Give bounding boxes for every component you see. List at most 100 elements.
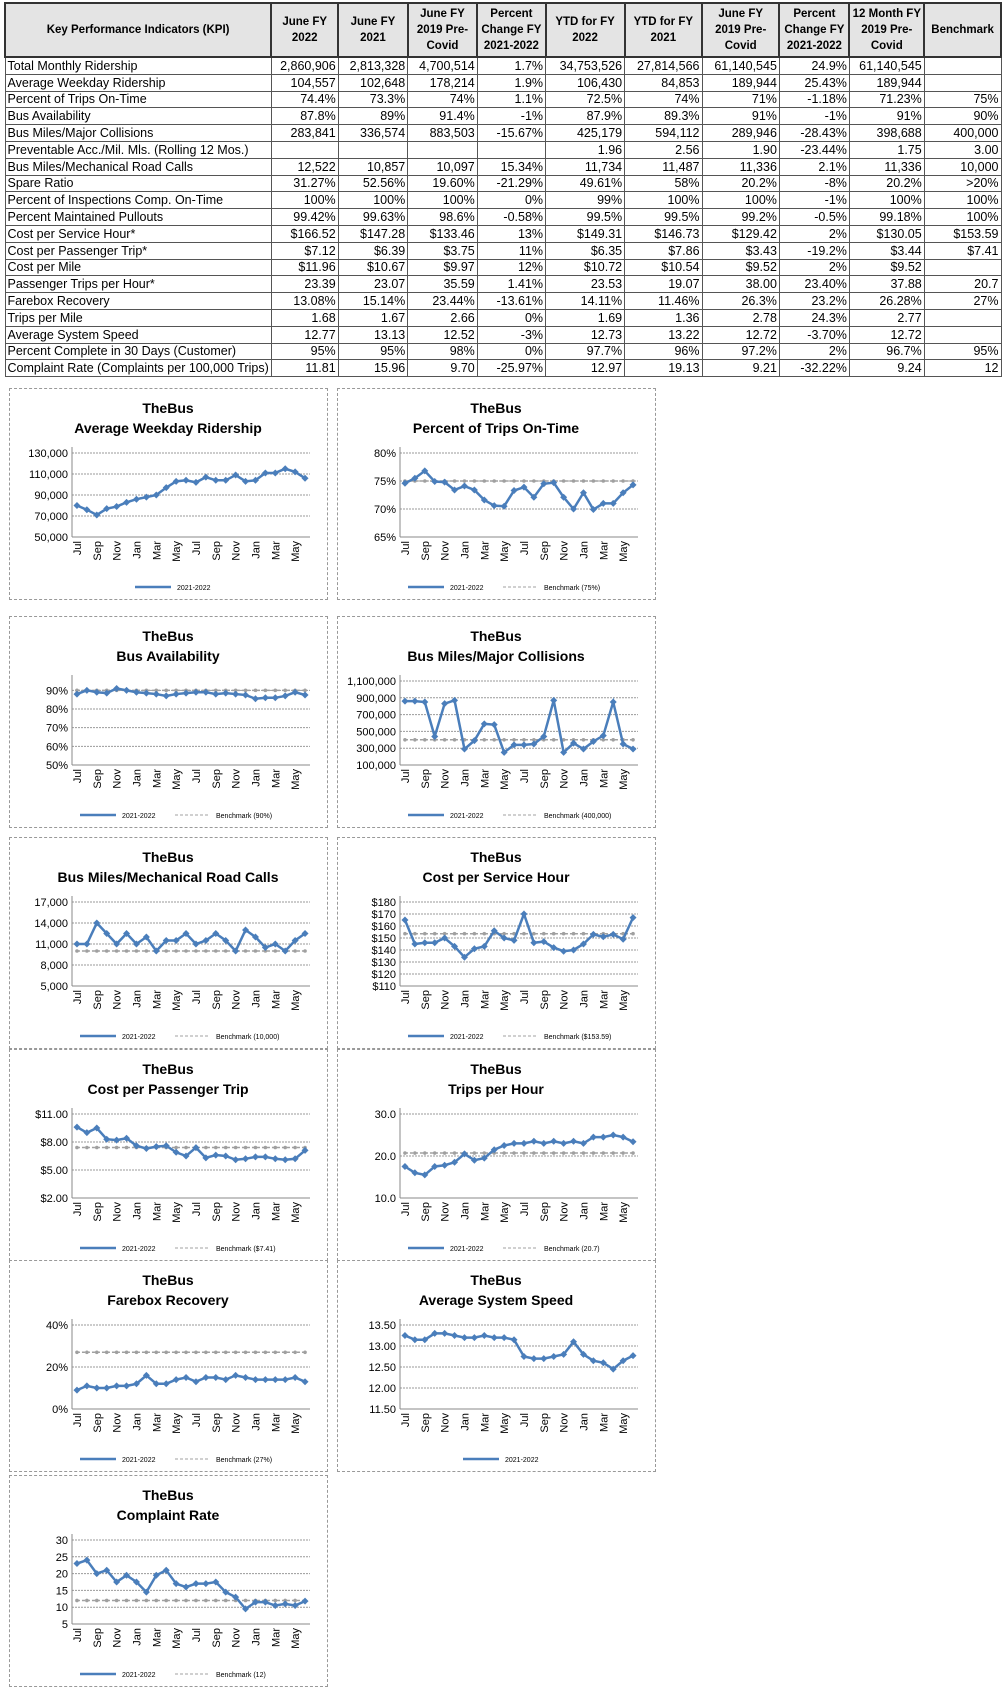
benchmark-marker — [541, 1151, 546, 1155]
data-point — [251, 1153, 259, 1161]
kpi-value: 72.5% — [545, 90, 626, 109]
data-point — [192, 1144, 200, 1152]
kpi-value: 15.14% — [337, 292, 409, 310]
y-tick-label: $120 — [372, 969, 396, 981]
x-tick-label: Jan — [131, 541, 143, 559]
kpi-value: 20.2% — [848, 174, 925, 193]
chart-cost-per-passenger-trip: TheBus Cost per Passenger Trip $2.00 $5.00 $… — [9, 1049, 328, 1261]
data-point — [560, 493, 568, 501]
chart-subtitle: Bus Miles/Major Collisions — [407, 648, 585, 664]
kpi-value: 97.7% — [545, 342, 626, 361]
x-tick-label: Mar — [598, 769, 610, 788]
table-row: Spare Ratio 31.27% 52.56% 19.60% -21.29% 49.6… — [4, 174, 1002, 193]
column-header: June FY 2019 Pre-Covid — [406, 2, 479, 58]
data-point — [480, 1154, 488, 1162]
chart-subtitle: Bus Availability — [116, 648, 219, 664]
benchmark-marker — [303, 1350, 307, 1355]
chart-title: TheBus — [142, 400, 194, 416]
kpi-value: 1.41% — [476, 275, 547, 294]
benchmark-marker — [403, 738, 407, 742]
kpi-name: Percent of Inspections Comp. On-Time — [4, 191, 272, 210]
benchmark-marker — [512, 738, 516, 742]
benchmark-marker — [114, 949, 119, 953]
chart-title: TheBus — [470, 628, 522, 644]
data-point — [460, 1334, 468, 1342]
benchmark-marker — [233, 1145, 238, 1150]
x-tick-label: Jul — [400, 990, 412, 1004]
data-point — [570, 946, 578, 954]
data-point — [113, 684, 121, 692]
kpi-value: 20.7 — [923, 275, 1002, 294]
x-tick-label: May — [290, 1202, 302, 1223]
x-tick-label: Jul — [400, 769, 412, 783]
y-tick-label: 500,000 — [356, 726, 396, 738]
kpi-value: $3.43 — [701, 241, 780, 260]
y-tick-label: 65% — [374, 532, 396, 544]
benchmark-marker — [114, 1350, 119, 1355]
kpi-name: Cost per Service Hour* — [4, 224, 272, 243]
data-point — [560, 1350, 568, 1358]
data-point — [83, 1382, 91, 1390]
data-point — [609, 1131, 617, 1139]
kpi-name: Bus Miles/Mechanical Road Calls — [4, 157, 272, 176]
kpi-value: $10.54 — [624, 258, 703, 277]
data-point — [510, 487, 518, 495]
legend-benchmark-label: Benchmark (90%) — [216, 813, 272, 820]
data-point — [431, 732, 439, 740]
x-tick-label: Jul — [72, 769, 84, 783]
y-tick-label: 25 — [56, 1552, 68, 1564]
legend-series-label: 2021-2022 — [122, 1672, 156, 1679]
benchmark-marker — [273, 1350, 278, 1355]
kpi-value: 189,944 — [701, 73, 780, 92]
x-tick-label: Mar — [270, 541, 282, 560]
x-tick-label: May — [171, 769, 183, 790]
x-tick-label: Mar — [598, 1413, 610, 1432]
kpi-name: Trips per Mile — [4, 308, 272, 327]
data-point — [93, 688, 101, 696]
data-point — [242, 477, 250, 485]
benchmark-marker — [184, 1350, 188, 1355]
kpi-value: -0.58% — [476, 208, 547, 226]
data-point — [261, 469, 269, 477]
benchmark-marker — [194, 1350, 198, 1355]
benchmark-marker — [561, 738, 566, 742]
y-tick-label: 30 — [56, 1535, 68, 1547]
legend-series-label: 2021-2022 — [450, 1246, 484, 1253]
benchmark-marker — [482, 931, 487, 936]
benchmark-marker — [442, 1151, 447, 1155]
benchmark-marker — [422, 931, 427, 936]
data-point — [103, 930, 111, 937]
x-tick-label: Sep — [211, 1413, 223, 1433]
data-point — [619, 740, 627, 748]
benchmark-marker — [204, 949, 208, 953]
kpi-value: 104,557 — [270, 73, 339, 92]
data-point — [123, 498, 131, 506]
kpi-value: 12.77 — [270, 325, 339, 344]
benchmark-marker — [403, 931, 407, 936]
benchmark-marker — [204, 1350, 208, 1355]
data-point — [232, 1156, 240, 1164]
kpi-value: 61,140,545 — [701, 55, 780, 75]
data-point — [281, 1156, 289, 1164]
data-point — [530, 1355, 538, 1363]
x-tick-label: Jul — [400, 1202, 412, 1216]
x-tick-label: May — [290, 541, 302, 562]
data-point — [73, 1386, 81, 1394]
x-tick-label: Nov — [231, 1413, 243, 1433]
series-line — [403, 910, 635, 959]
y-tick-label: 90% — [46, 685, 68, 697]
x-tick-label: May — [499, 1202, 511, 1223]
x-tick-label: May — [499, 769, 511, 790]
kpi-value: 12% — [476, 258, 547, 277]
benchmark-marker — [243, 1598, 248, 1603]
y-tick-label: 70% — [46, 723, 68, 735]
kpi-value: 12.72 — [848, 325, 925, 344]
benchmark-marker — [561, 479, 566, 483]
x-tick-label: Jul — [519, 769, 531, 783]
data-point — [261, 694, 269, 702]
y-tick-label: 10 — [56, 1602, 68, 1614]
data-point — [222, 1588, 230, 1596]
x-tick-label: May — [171, 1628, 183, 1649]
x-tick-label: Nov — [440, 990, 452, 1010]
series-line — [76, 1558, 306, 1611]
